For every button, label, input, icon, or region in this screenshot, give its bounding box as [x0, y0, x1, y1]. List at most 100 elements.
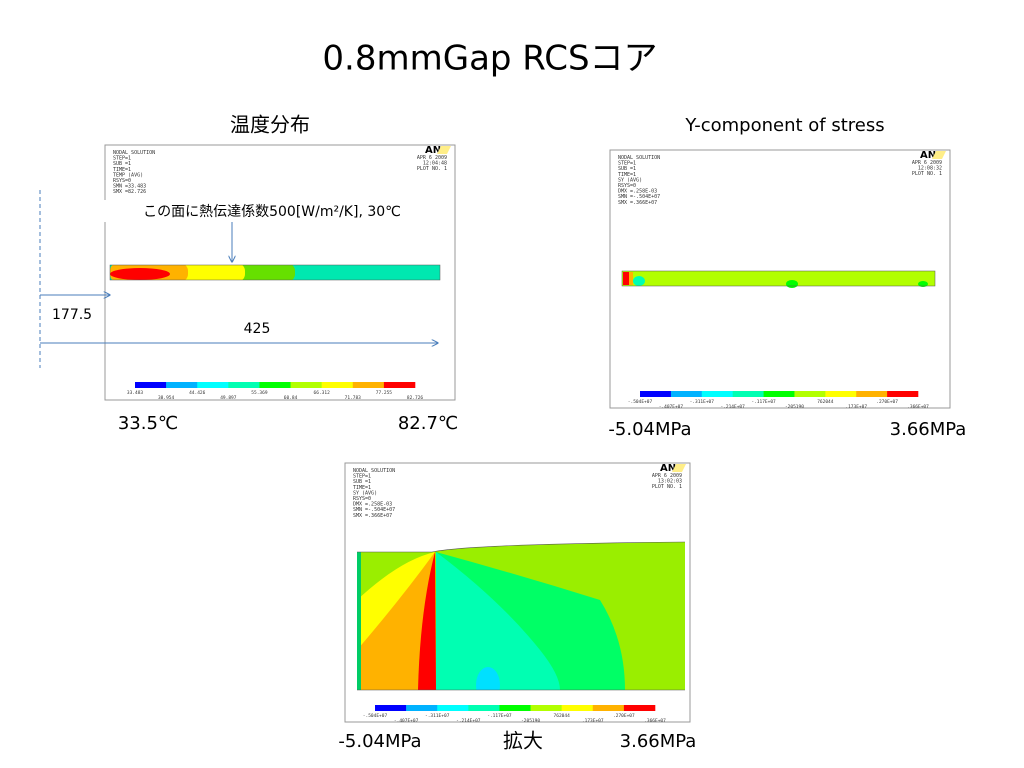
legend-swatch: [166, 382, 198, 388]
logo: AN: [920, 150, 936, 161]
legend-label: 762044: [817, 399, 834, 405]
contour-band: [418, 552, 436, 690]
outline: [621, 270, 936, 287]
legend-label: 66.312: [314, 390, 331, 396]
legend-label: -.311E+07: [690, 399, 715, 405]
plot-info: STEP=1: [618, 161, 636, 167]
outline: [109, 264, 441, 281]
legend-swatch: [561, 705, 594, 711]
range-max: 82.7℃: [398, 413, 458, 434]
slide-title: 0.8mmGap RCSコア: [322, 39, 657, 79]
legend-label: 55.369: [251, 390, 268, 396]
plot-info: STEP=1: [113, 156, 131, 162]
legend-label: 49.897: [220, 395, 237, 401]
plot-info: APR 6 2009: [417, 155, 447, 161]
plot-info: PLOT NO. 1: [417, 166, 447, 172]
plot-info: RSYS=0: [113, 178, 131, 184]
plot-info: TIME=1: [618, 172, 636, 178]
plot-info: SMX =.366E+07: [618, 200, 657, 206]
legend-label: .270E+07: [613, 713, 635, 719]
legend-label: -.504E+07: [628, 399, 653, 405]
legend-swatch: [499, 705, 531, 711]
plot-info: SMX =.366E+07: [353, 513, 392, 519]
plot-info: 12:04:48: [423, 161, 447, 167]
legend-swatch: [437, 705, 469, 711]
logo-mark: [672, 464, 686, 472]
contour-band: [110, 268, 170, 280]
plot-info: SUB =1: [353, 479, 371, 485]
plot-info: NODAL SOLUTION: [353, 468, 395, 474]
contour: [357, 542, 685, 690]
annotation-bg: [104, 200, 441, 222]
legend-label: 38.954: [158, 395, 175, 401]
legend-swatch: [856, 391, 888, 397]
legend-swatch: [825, 391, 857, 397]
legend-swatch: [732, 391, 764, 397]
logo-mark: [437, 146, 451, 154]
legend-label: .270E+07: [876, 399, 898, 405]
plot-info: SY (AVG): [353, 490, 377, 496]
legend-swatch: [321, 382, 354, 388]
legend-swatch: [290, 382, 322, 388]
contour-band: [357, 552, 361, 690]
legend-label: 60.84: [284, 395, 298, 401]
plot-info: TEMP (AVG): [113, 172, 143, 178]
contour-band: [629, 272, 633, 285]
outline: [357, 541, 686, 691]
plot-info: SUB =1: [618, 166, 636, 172]
legend-label: .366E+07: [644, 718, 666, 724]
dimension-label: 425: [244, 321, 271, 337]
plot-info: 12:08:32: [918, 166, 942, 172]
range-max: 3.66MPa: [620, 731, 697, 752]
contour-band: [436, 552, 560, 690]
legend-label: -.214E+07: [720, 404, 745, 410]
legend-swatch: [887, 391, 919, 397]
panel-heading: 拡大: [503, 729, 543, 753]
plot-info: SUB =1: [113, 161, 131, 167]
plot-info: SMN =33.483: [113, 184, 146, 190]
legend-label: -205190: [521, 718, 540, 724]
legend-swatch: [763, 391, 795, 397]
legend-swatch: [640, 391, 672, 397]
contour-band: [622, 271, 935, 286]
legend-label: .173E+07: [845, 404, 867, 410]
legend-label: 44.426: [189, 390, 206, 396]
legend-label: -.407E+07: [394, 718, 419, 724]
legend-swatch: [701, 391, 733, 397]
legend-swatch: [670, 391, 703, 397]
legend-swatch: [352, 382, 385, 388]
annotations: この面に熱伝達係数500[W/m²/K], 30℃ 177.5 425: [39, 190, 441, 368]
plot-info: SMX =82.726: [113, 189, 146, 195]
contour-band: [918, 281, 928, 287]
legend-label: -.504E+07: [363, 713, 388, 719]
legend-swatch: [794, 391, 826, 397]
plot-info: NODAL SOLUTION: [618, 155, 660, 161]
legend-swatch: [135, 382, 167, 388]
plot-info: TIME=1: [353, 485, 371, 491]
plot-info: SMN =-.504E+07: [618, 194, 660, 200]
range-max: 3.66MPa: [890, 419, 967, 440]
plot-info: RSYS=0: [353, 496, 371, 502]
plot-info: DMX =.258E-03: [353, 502, 392, 508]
plot-info: PLOT NO. 1: [652, 484, 682, 490]
contour-band: [623, 272, 629, 285]
legend-label: 33.483: [127, 390, 144, 396]
contour-band: [786, 280, 798, 288]
legend-swatch: [406, 705, 438, 711]
plot-info: SY (AVG): [618, 177, 642, 183]
panel-heading: 温度分布: [230, 113, 310, 137]
plot-info: RSYS=0: [618, 183, 636, 189]
logo-mark: [932, 151, 946, 159]
dimension-label: 177.5: [52, 307, 92, 323]
legend-swatch: [623, 705, 656, 711]
legend-label: -.214E+07: [456, 718, 481, 724]
range-min: -5.04MPa: [608, 419, 691, 440]
legend-label: -.407E+07: [659, 404, 684, 410]
range-min: -5.04MPa: [338, 731, 421, 752]
legend-swatch: [383, 382, 416, 388]
legend-label: -.117E+07: [487, 713, 512, 719]
contour: [110, 265, 440, 280]
plot-info: TIME=1: [113, 167, 131, 173]
